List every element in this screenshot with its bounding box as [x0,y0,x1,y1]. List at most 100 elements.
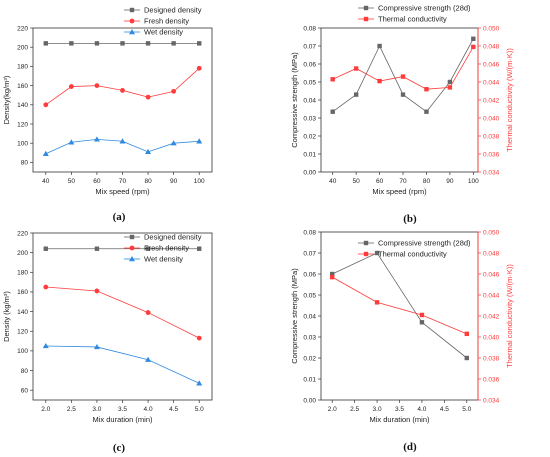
data-point [400,74,406,79]
data-point [424,87,429,92]
y2-tick-label: 0.048 [483,43,500,50]
y-tick-label: 200 [17,45,28,52]
y-tick-label: 0.03 [303,115,316,122]
data-point [196,380,203,386]
x-tick-label: 3.0 [373,406,382,413]
y2-axis-label: Thermal conductivity (W/(m·K)) [505,48,514,152]
x-tick-label: 70 [399,178,407,185]
data-point [94,246,100,251]
data-point [145,41,151,46]
data-point [419,320,425,325]
y2-tick-label: 0.042 [483,97,500,104]
series-line [45,345,200,384]
y-axis-label: Compressive strength (MPa) [290,268,299,364]
x-axis-label: Mix speed (rpm) [95,187,150,196]
x-tick-label: 5.0 [462,406,471,413]
data-point [330,271,335,277]
data-point [377,43,382,49]
y-tick-label: 0.07 [303,250,316,257]
x-tick-label: 80 [144,178,152,185]
data-point [68,84,74,89]
y2-tick-label: 0.034 [483,397,500,404]
panel-label: (a) [113,211,126,223]
x-tick-label: 40 [42,178,50,185]
data-point [196,335,202,341]
y-tick-label: 180 [17,64,28,71]
data-point [42,342,49,349]
y-tick-label: 0.08 [303,25,316,32]
legend-marker [129,256,135,262]
y-tick-label: 220 [17,25,28,32]
data-point [68,139,75,145]
x-tick-label: 3.5 [395,406,404,413]
y-tick-label: 0.08 [303,229,316,236]
series-line [45,286,200,339]
x-tick-label: 90 [446,178,454,185]
series-wet-density [42,342,203,386]
legend-item: Thermal conductivity [358,15,447,24]
y-tick-label: 100 [17,348,28,355]
series-line [332,252,468,359]
data-point [94,83,100,88]
data-point [424,109,429,114]
legend-label: Fresh density [144,244,189,253]
x-tick-label: 90 [170,178,178,185]
legend-label: Wet density [144,255,183,264]
legend-label: Thermal conductivity [378,250,447,259]
data-point [447,85,453,90]
series-line [332,46,474,90]
legend-label: Compressive strength (28d) [378,239,471,248]
data-point [197,246,202,251]
data-point [145,310,151,315]
panel-label: (b) [403,213,417,225]
legend-label: Thermal conductivity [378,15,447,24]
y-tick-label: 180 [17,270,28,277]
y2-tick-label: 0.044 [483,292,500,299]
legend-marker [363,5,369,11]
x-tick-label: 100 [194,178,205,185]
series-compressive-strength-28d [330,36,476,114]
data-point [42,150,49,156]
data-point [43,246,48,251]
y2-tick-label: 0.036 [483,376,500,383]
data-point [120,88,125,93]
data-point [43,41,48,46]
y-tick-label: 0.03 [303,334,316,341]
data-point [145,356,152,362]
data-point [400,92,406,97]
y-tick-label: 0.07 [303,43,316,50]
y2-tick-label: 0.050 [483,229,500,236]
y-tick-label: 0.06 [303,61,316,68]
plot-frame [320,27,479,173]
y-tick-label: 0.06 [303,271,316,278]
data-point [94,41,100,46]
x-axis-label: Mix speed (rpm) [372,187,427,196]
y2-tick-label: 0.036 [483,151,500,158]
x-tick-label: 4.0 [417,406,426,413]
x-axis-label: Mix duration (min) [369,415,430,424]
legend-marker [129,29,135,35]
y-tick-label: 0.04 [303,313,316,320]
data-point [170,140,177,146]
legend-marker [363,240,369,246]
y-tick-label: 0.01 [303,151,316,158]
legend-item: Thermal conductivity [358,250,447,259]
series-line [332,276,467,335]
y-tick-label: 160 [17,289,28,296]
y2-tick-label: 0.048 [483,250,500,257]
data-point [119,138,126,144]
chart-a: 40 50 60 70 80 90 100 80 100 120 140 160 180 200 220 Mi… [2,6,213,223]
legend-item: Designed density [124,233,202,242]
legend-item: Compressive strength (28d) [358,4,471,13]
legend-label: Designed density [144,6,202,15]
data-point [196,138,203,144]
data-point [330,77,335,82]
y-tick-label: 80 [21,160,29,167]
data-point [464,331,469,337]
data-point [374,250,380,256]
y-tick-label: 0.05 [303,79,316,86]
legend-marker [363,251,369,257]
y-tick-label: 100 [17,141,28,148]
y-axis-label: Density (kg/m³) [2,291,11,342]
